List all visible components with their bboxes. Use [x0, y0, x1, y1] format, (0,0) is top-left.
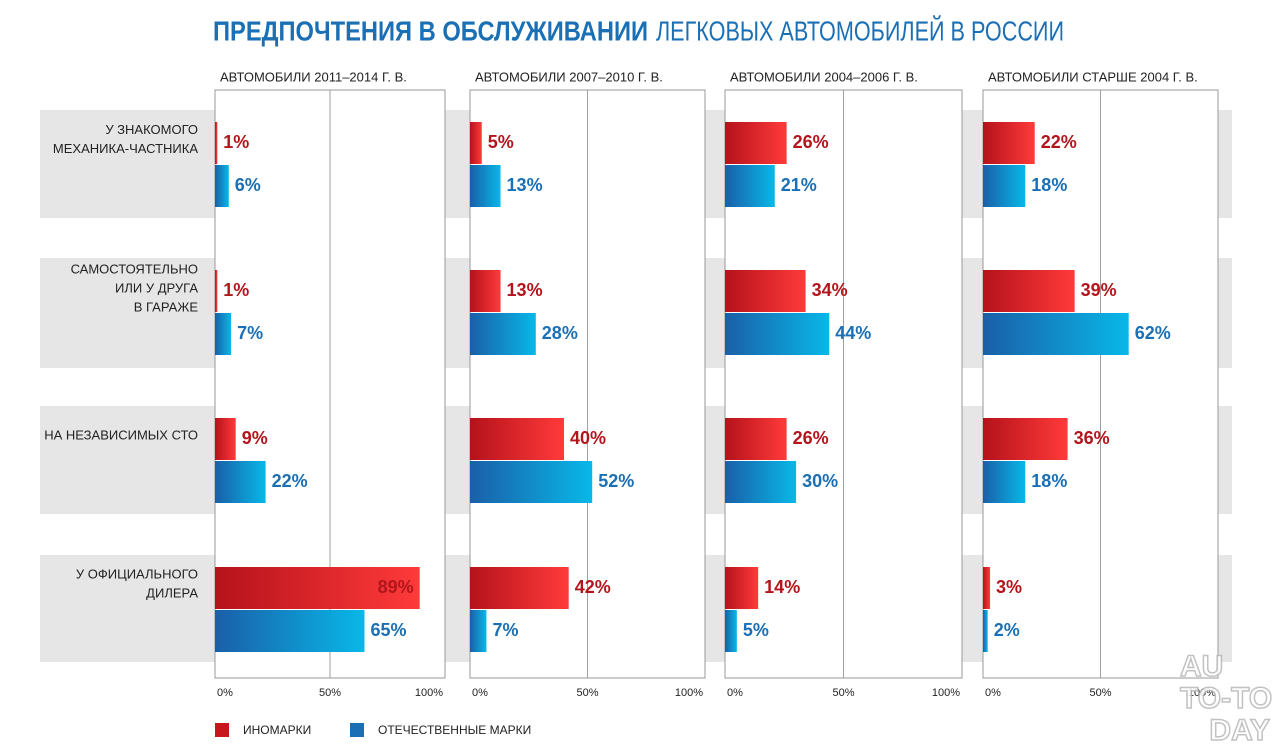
value-label: 62%: [1135, 323, 1171, 343]
category-label: МЕХАНИКА-ЧАСТНИКА: [53, 141, 198, 156]
bar: [470, 567, 569, 609]
category-label: САМОСТОЯТЕЛЬНО: [71, 261, 198, 276]
category-label: В ГАРАЖЕ: [134, 299, 199, 314]
bar: [470, 270, 501, 312]
bar: [215, 418, 236, 460]
bar: [725, 567, 759, 609]
legend-label: ОТЕЧЕСТВЕННЫЕ МАРКИ: [378, 723, 531, 737]
watermark: DAY: [1209, 714, 1270, 747]
panel-title: АВТОМОБИЛИ 2007–2010 Г. В.: [475, 69, 663, 84]
value-label: 13%: [507, 280, 543, 300]
value-label: 9%: [242, 428, 268, 448]
x-tick-label: 50%: [1089, 687, 1111, 699]
value-label: 44%: [835, 323, 871, 343]
bar: [725, 610, 737, 652]
value-label: 26%: [793, 428, 829, 448]
bar: [983, 418, 1068, 460]
bar: [215, 165, 229, 207]
bar: [470, 418, 564, 460]
bar: [725, 313, 830, 355]
value-label: 1%: [223, 132, 249, 152]
bar: [725, 270, 806, 312]
bar: [725, 165, 775, 207]
bar: [470, 610, 487, 652]
x-tick-label: 50%: [319, 687, 341, 699]
value-label: 6%: [235, 175, 261, 195]
value-label: 18%: [1031, 471, 1067, 491]
x-tick-label: 50%: [832, 687, 854, 699]
value-label: 14%: [764, 577, 800, 597]
bar: [215, 122, 218, 164]
value-label: 40%: [570, 428, 606, 448]
bar: [983, 313, 1129, 355]
bar: [983, 610, 988, 652]
category-label: У ОФИЦИАЛЬНОГО: [76, 566, 198, 581]
bar: [215, 461, 266, 503]
watermark: AU: [1180, 650, 1223, 683]
value-label: 5%: [488, 132, 514, 152]
legend-label: ИНОМАРКИ: [243, 723, 311, 737]
value-label: 89%: [378, 577, 414, 597]
bar: [983, 270, 1075, 312]
x-tick-label: 100%: [932, 687, 960, 699]
bar: [983, 165, 1026, 207]
value-label: 7%: [237, 323, 263, 343]
legend-swatch: [215, 723, 229, 737]
value-label: 52%: [598, 471, 634, 491]
value-label: 18%: [1031, 175, 1067, 195]
bar: [983, 461, 1026, 503]
x-tick-label: 0%: [985, 687, 1001, 699]
value-label: 22%: [1041, 132, 1077, 152]
x-tick-label: 100%: [675, 687, 703, 699]
value-label: 28%: [542, 323, 578, 343]
value-label: 3%: [996, 577, 1022, 597]
value-label: 13%: [507, 175, 543, 195]
bar: [983, 567, 991, 609]
x-tick-label: 50%: [576, 687, 598, 699]
value-label: 30%: [802, 471, 838, 491]
bar: [470, 122, 482, 164]
category-label: НА НЕЗАВИСИМЫХ СТО: [44, 427, 198, 442]
value-label: 21%: [781, 175, 817, 195]
bar: [215, 270, 218, 312]
title-bold: ПРЕДПОЧТЕНИЯ В ОБСЛУЖИВАНИИ: [213, 15, 648, 46]
x-tick-label: 0%: [217, 687, 233, 699]
value-label: 5%: [743, 620, 769, 640]
panel-title: АВТОМОБИЛИ СТАРШЕ 2004 Г. В.: [988, 69, 1198, 84]
value-label: 65%: [371, 620, 407, 640]
watermark: TO-TO: [1180, 682, 1272, 715]
category-label: ДИЛЕРА: [146, 585, 198, 600]
panel-title: АВТОМОБИЛИ 2004–2006 Г. В.: [730, 69, 918, 84]
value-label: 1%: [223, 280, 249, 300]
bar: [725, 461, 797, 503]
value-label: 22%: [272, 471, 308, 491]
bar: [215, 567, 420, 609]
value-label: 34%: [812, 280, 848, 300]
category-label: У ЗНАКОМОГО: [105, 122, 198, 137]
value-label: 2%: [994, 620, 1020, 640]
bar: [470, 461, 593, 503]
x-tick-label: 100%: [415, 687, 443, 699]
value-label: 7%: [492, 620, 518, 640]
x-tick-label: 100%: [1188, 687, 1216, 699]
category-label: ИЛИ У ДРУГА: [115, 280, 198, 295]
bar: [725, 418, 787, 460]
bar: [215, 313, 232, 355]
legend-swatch: [350, 723, 364, 737]
panel-title: АВТОМОБИЛИ 2011–2014 Г. В.: [220, 69, 407, 84]
value-label: 42%: [575, 577, 611, 597]
bar: [470, 165, 501, 207]
x-tick-label: 0%: [472, 687, 488, 699]
title-rest: ЛЕГКОВЫХ АВТОМОБИЛЕЙ В РОССИИ: [656, 15, 1064, 46]
bar: [215, 610, 365, 652]
bar: [983, 122, 1035, 164]
value-label: 36%: [1074, 428, 1110, 448]
bar: [725, 122, 787, 164]
x-tick-label: 0%: [727, 687, 743, 699]
bar: [470, 313, 536, 355]
value-label: 39%: [1081, 280, 1117, 300]
value-label: 26%: [793, 132, 829, 152]
